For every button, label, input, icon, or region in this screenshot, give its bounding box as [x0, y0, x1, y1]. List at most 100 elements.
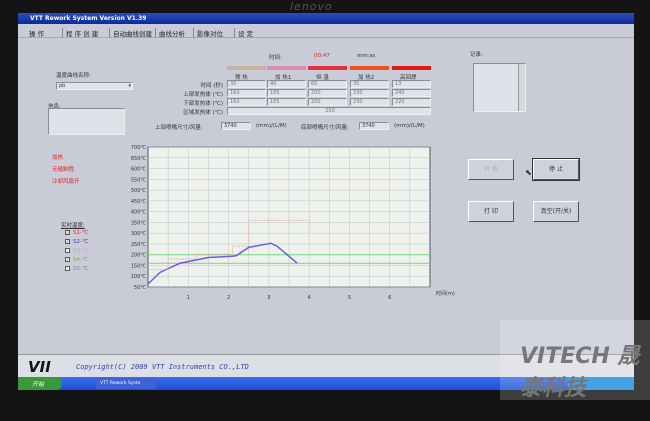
status-fan: 冷却风扇开: [52, 179, 80, 185]
stop-button[interactable]: 停 止: [532, 158, 580, 181]
stage-color-bar: [227, 66, 266, 70]
start-button-taskbar[interactable]: 开始: [18, 377, 62, 390]
x-axis-label: 时间(m): [436, 290, 455, 297]
param-input[interactable]: 160: [227, 98, 266, 106]
bottom-nozzle-label: 底部喷嘴尺寸/风量:: [301, 125, 349, 131]
sensor-label: S4-℃: [73, 257, 89, 263]
y-tick-label: 50℃: [134, 285, 146, 291]
sensor-label: S5-℃: [73, 266, 89, 272]
vacuum-button[interactable]: 真空(开/关): [533, 201, 579, 222]
temperature-line: [147, 242, 298, 285]
y-tick-label: 100℃: [131, 274, 147, 280]
stage-header: 恒 温: [316, 75, 329, 81]
bottom-nozzle-input[interactable]: 3740: [359, 122, 389, 130]
param-input[interactable]: 185: [267, 98, 306, 106]
param-input[interactable]: 200: [308, 89, 347, 97]
param-input[interactable]: 60: [308, 80, 347, 88]
status-heating: 加热: [52, 155, 64, 161]
x-tick-label: 4: [308, 295, 311, 301]
area-heater-input[interactable]: 250: [227, 107, 431, 115]
checkbox-icon[interactable]: [65, 248, 70, 253]
top-nozzle-input[interactable]: 3740: [221, 122, 251, 130]
x-tick-label: 5: [348, 295, 351, 301]
menu-auto-curve[interactable]: 自动曲线创建: [109, 28, 152, 38]
profile-name-label: 温度曲线名称:: [56, 73, 91, 79]
footer: VII Copyright(C) 2009 VTT Instruments CO…: [18, 354, 634, 377]
checkbox-icon[interactable]: ✓: [65, 257, 70, 262]
menu-settings[interactable]: 设 定: [234, 28, 253, 38]
row-label: 时间 (秒): [200, 83, 223, 89]
y-tick-label: 400℃: [131, 210, 147, 216]
sensor-checkbox[interactable]: ✓ S2-℃: [65, 239, 88, 245]
y-tick-label: 700℃: [131, 145, 147, 151]
log-list[interactable]: [473, 63, 526, 112]
param-input[interactable]: 220: [392, 98, 431, 106]
title-bar: VTT Rework System Version V1.39: [18, 13, 634, 24]
menu-curve-analysis[interactable]: 曲线分析: [155, 28, 185, 38]
bottom-nozzle-unit: (mm)/(L/M): [394, 123, 425, 129]
param-input[interactable]: 40: [267, 80, 306, 88]
x-tick-label: 6: [388, 295, 391, 301]
param-input[interactable]: 200: [308, 98, 347, 106]
y-tick-label: 650℃: [131, 156, 147, 162]
stage-color-bar: [392, 66, 431, 70]
menu-bar: 操 作 程 序 创 建 自动曲线创建 曲线分析 影像对位 设 定: [18, 25, 634, 38]
checkbox-icon[interactable]: ✓: [65, 239, 70, 244]
y-tick-label: 150℃: [131, 263, 147, 269]
status-process: 无缝制程: [52, 167, 75, 173]
sensor-label: S3-℃: [73, 248, 89, 254]
stage-header: 加 热1: [275, 75, 292, 81]
stage-header: 加 热2: [358, 75, 375, 81]
y-tick-label: 600℃: [131, 167, 147, 173]
y-tick-label: 450℃: [131, 199, 147, 205]
row-label: 上部发热体 (℃): [183, 92, 223, 98]
param-input[interactable]: 35: [227, 80, 266, 88]
screen: VTT Rework System Version V1.39 操 作 程 序 …: [18, 13, 634, 390]
sensor-checkbox[interactable]: ✓ S4-℃: [65, 257, 88, 263]
x-tick-label: 3: [267, 295, 270, 301]
print-button[interactable]: 打 印: [468, 201, 514, 222]
x-tick-label: 1: [187, 295, 190, 301]
timer-value: 00:47: [314, 53, 330, 59]
profile-name-select[interactable]: pb ▾: [56, 82, 133, 90]
top-nozzle-unit: (mm)/(L/M): [256, 123, 287, 129]
checkbox-icon[interactable]: ✓: [65, 230, 70, 235]
sensor-checkbox[interactable]: S5-℃: [65, 266, 88, 272]
sensor-checkbox[interactable]: ✓ S1-℃: [65, 230, 88, 236]
sensor-label: S1-℃: [73, 230, 89, 236]
top-nozzle-label: 上部喷嘴尺寸/风量:: [155, 125, 203, 131]
start-button[interactable]: 开 始: [468, 159, 514, 180]
info-box[interactable]: [48, 108, 125, 135]
temperature-chart: 700℃650℃600℃550℃500℃450℃400℃350℃300℃250℃…: [131, 145, 455, 301]
stage-header: 高回焊: [400, 75, 417, 81]
dropdown-arrow-icon[interactable]: ▾: [128, 83, 131, 89]
param-input[interactable]: 230: [350, 89, 389, 97]
vtt-logo: VII: [28, 358, 51, 376]
copyright: Copyright(C) 2009 VTT Instruments CO.,LT…: [76, 363, 249, 371]
stage-color-bar: [267, 66, 306, 70]
param-input[interactable]: 240: [392, 89, 431, 97]
watermark: VITECH 晟泰科技: [500, 320, 650, 401]
checkbox-icon[interactable]: [65, 266, 70, 271]
log-scrollbar[interactable]: [518, 64, 525, 111]
menu-operate[interactable]: 操 作: [29, 30, 45, 38]
y-tick-label: 350℃: [131, 220, 147, 226]
row-label: 下部发热体 (℃): [183, 101, 223, 107]
taskbar-app-vtt[interactable]: VTT Rework Syste: [96, 378, 156, 389]
monitor-brand: lenovo: [290, 0, 333, 13]
param-input[interactable]: 160: [227, 89, 266, 97]
taskbar: 开始 VTT Rework Syste: [18, 377, 634, 390]
y-tick-label: 550℃: [131, 177, 147, 183]
log-label: 记录:: [470, 52, 483, 58]
sensor-label: S2-℃: [73, 239, 89, 245]
info-label: 信息:: [48, 104, 61, 110]
timer-label: 时间:: [269, 55, 282, 61]
param-input[interactable]: 230: [350, 98, 389, 106]
param-input[interactable]: 13: [392, 80, 431, 88]
menu-program-create[interactable]: 程 序 创 建: [62, 28, 98, 38]
param-input[interactable]: 35: [350, 80, 389, 88]
sensor-checkbox[interactable]: S3-℃: [65, 248, 88, 254]
row-label: 区域发热体 (℃): [183, 110, 223, 116]
param-input[interactable]: 185: [267, 89, 306, 97]
menu-image-align[interactable]: 影像对位: [193, 28, 223, 38]
